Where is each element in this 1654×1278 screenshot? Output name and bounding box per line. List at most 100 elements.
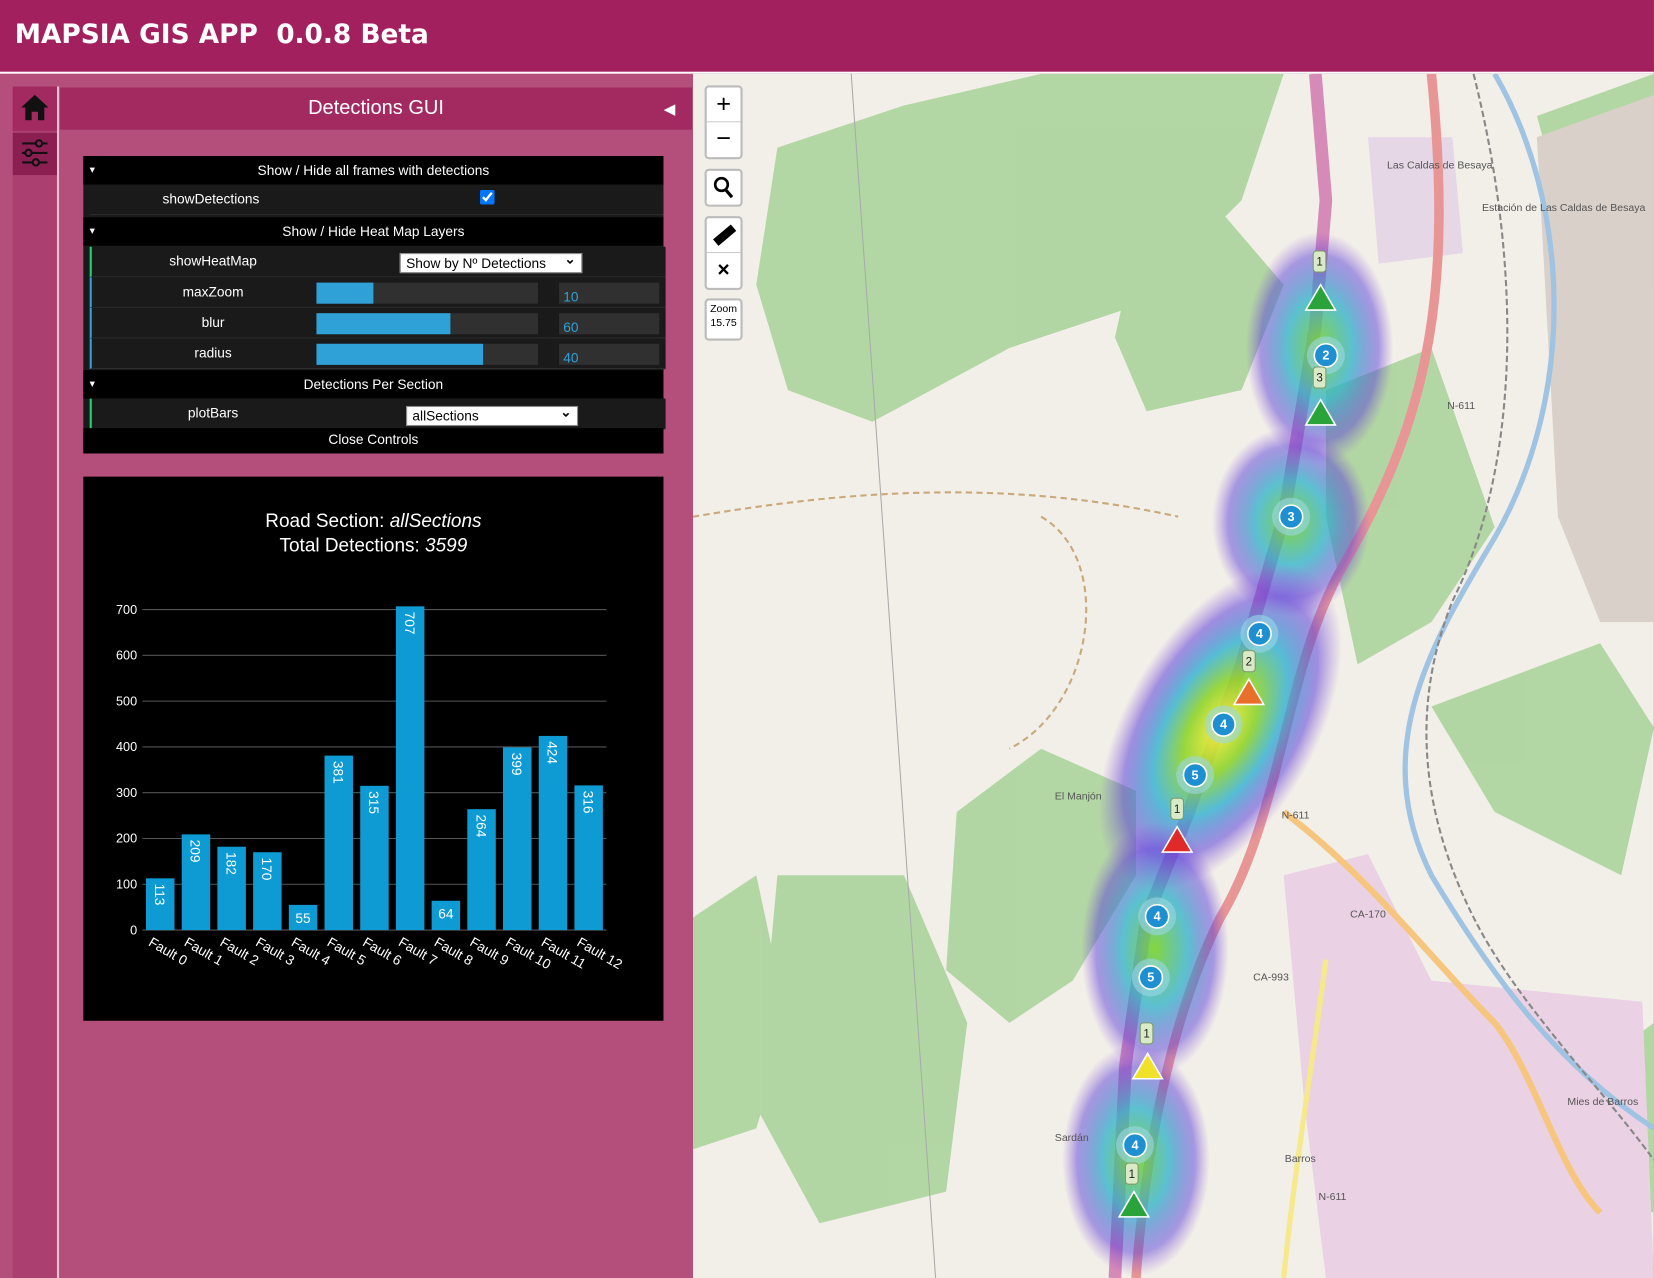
collapse-button[interactable]: ◀ xyxy=(663,100,676,118)
slider[interactable] xyxy=(316,282,538,304)
select[interactable]: allSections xyxy=(406,403,579,427)
detection-count: 1 xyxy=(1129,1168,1135,1181)
value-label: 424 xyxy=(545,741,560,764)
search-button[interactable] xyxy=(704,168,743,207)
control-row: plotBars allSections xyxy=(89,398,666,430)
y-tick-label: 100 xyxy=(116,877,137,891)
value-label: 264 xyxy=(473,814,488,837)
value-label: 707 xyxy=(402,612,417,635)
warning-marker xyxy=(1232,677,1266,706)
control-row: blur 60 xyxy=(89,307,666,339)
zoom-label: Zoom xyxy=(710,303,738,316)
cluster xyxy=(1182,762,1208,788)
warning-marker xyxy=(1161,825,1194,853)
detection-tag xyxy=(1312,250,1327,273)
number-input[interactable]: 60 xyxy=(559,313,660,335)
control-row: showHeatMap Show by Nº Detections xyxy=(89,246,666,278)
chart-panel: Road Section: allSections Total Detectio… xyxy=(83,476,664,1021)
y-tick-label: 700 xyxy=(116,603,137,617)
detection-count: 1 xyxy=(1143,1028,1149,1041)
cluster-count: 5 xyxy=(1192,768,1199,782)
warning-marker xyxy=(1304,398,1337,426)
number-input[interactable]: 40 xyxy=(559,343,660,366)
x-tick-label: Fault 9 xyxy=(467,934,511,968)
detection-tag xyxy=(1139,1022,1154,1045)
home-icon xyxy=(21,94,49,121)
value-label: 64 xyxy=(438,907,454,922)
folder-title[interactable]: Detections Per Section xyxy=(83,370,664,399)
control-label: radius xyxy=(194,344,232,361)
app-header: MAPSIA GIS APP 0.0.8 Beta xyxy=(0,0,1654,74)
place-label: Estación de Las Caldas de Besaya xyxy=(1482,202,1646,214)
slider-fill xyxy=(316,343,484,365)
control-label: blur xyxy=(201,314,225,331)
sidebar-tabs xyxy=(12,86,60,1278)
control-label: plotBars xyxy=(187,404,239,421)
place-label: El Manjón xyxy=(1055,790,1102,802)
select[interactable]: Show by Nº Detections xyxy=(399,250,583,274)
x-tick-label: Fault 5 xyxy=(325,934,369,968)
x-tick-label: Fault 6 xyxy=(360,934,404,968)
value-label: 113 xyxy=(152,884,167,906)
cluster xyxy=(1138,965,1164,990)
place-label: Barros xyxy=(1285,1153,1316,1165)
bar xyxy=(395,606,425,931)
total-detections: 3599 xyxy=(425,536,468,557)
slider[interactable] xyxy=(316,343,538,365)
warning-marker xyxy=(1304,283,1337,311)
bar xyxy=(146,878,175,931)
chart-title: Road Section: allSections xyxy=(265,511,482,532)
chart: Road Section: allSections Total Detectio… xyxy=(116,511,625,972)
detection-count: 1 xyxy=(1316,256,1322,269)
place-label: Las Caldas de Besaya xyxy=(1387,160,1493,172)
subtitle-prefix: Total Detections: xyxy=(280,536,420,557)
y-tick-label: 500 xyxy=(116,694,137,708)
place-labels: Las Caldas de Besaya Estación de Las Cald… xyxy=(1055,160,1646,1203)
control-label: showHeatMap xyxy=(169,253,257,269)
cluster xyxy=(1211,712,1236,737)
detection-tag xyxy=(1242,650,1256,673)
zoom-out[interactable]: − xyxy=(716,124,731,153)
panel-header: Detections GUI ◀ xyxy=(60,87,692,130)
clear-button[interactable]: × xyxy=(717,258,730,282)
value-label: 316 xyxy=(580,791,595,814)
section-name: allSections xyxy=(390,511,482,532)
x-tick-label: Fault 3 xyxy=(253,934,297,968)
cluster-count: 4 xyxy=(1154,910,1161,924)
bar xyxy=(431,900,461,931)
value-label: 182 xyxy=(223,852,238,875)
bar xyxy=(288,904,318,931)
cluster xyxy=(1278,504,1304,530)
place-label: N-611 xyxy=(1447,400,1475,412)
number-input[interactable]: 10 xyxy=(559,282,660,305)
place-label: N-611 xyxy=(1319,1191,1347,1203)
tab-icons xyxy=(12,86,57,176)
warning-marker xyxy=(1131,1051,1164,1080)
cluster-count: 5 xyxy=(1147,971,1154,985)
bar xyxy=(574,785,603,931)
close-controls[interactable]: Close Controls xyxy=(83,428,664,454)
folder-title[interactable]: Show / Hide Heat Map Layers xyxy=(83,217,664,246)
cluster xyxy=(1313,342,1339,368)
title-prefix: Road Section: xyxy=(265,511,384,532)
cluster xyxy=(1144,903,1170,929)
place-label: Sardán xyxy=(1055,1132,1089,1144)
x-tick-label: Fault 8 xyxy=(432,934,476,968)
zoom-value: 15.75 xyxy=(710,317,737,330)
checkbox[interactable] xyxy=(479,189,495,205)
control-row: maxZoom 10 xyxy=(89,277,666,308)
bar xyxy=(467,809,496,931)
folder-title[interactable]: Show / Hide all frames with detections xyxy=(83,156,664,185)
slider[interactable] xyxy=(316,313,538,335)
value-label: 381 xyxy=(330,761,345,784)
zoom-in[interactable]: + xyxy=(706,88,741,123)
control-row: showDetections xyxy=(89,184,664,216)
detection-count: 1 xyxy=(1174,803,1180,816)
search-icon xyxy=(713,176,734,199)
x-tick-label: Fault 7 xyxy=(396,934,440,968)
ruler-icon[interactable] xyxy=(706,218,741,254)
bar xyxy=(503,747,532,931)
zoom-level: Zoom 15.75 xyxy=(704,298,743,341)
